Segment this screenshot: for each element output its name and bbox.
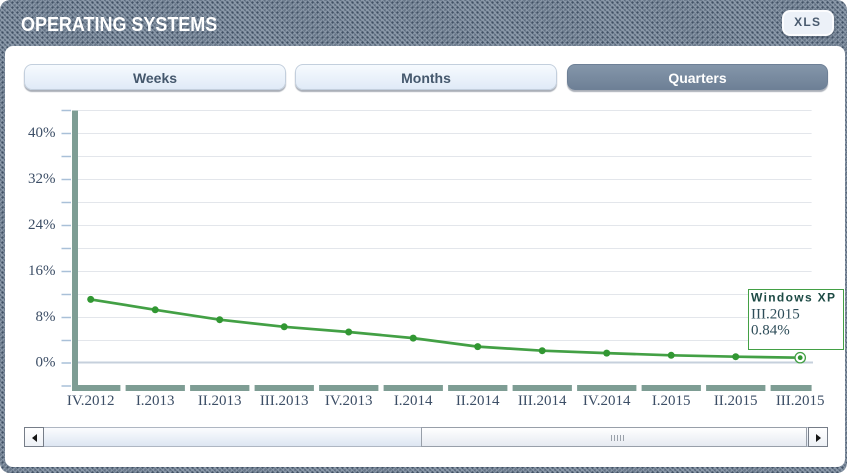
- svg-text:40%: 40%: [28, 125, 56, 141]
- svg-text:I.2013: I.2013: [136, 393, 175, 409]
- svg-text:III.2013: III.2013: [260, 393, 309, 409]
- svg-text:16%: 16%: [28, 263, 56, 279]
- svg-text:I.2014: I.2014: [394, 393, 433, 409]
- svg-text:II.2015: II.2015: [714, 393, 758, 409]
- svg-text:0.84%: 0.84%: [751, 323, 790, 339]
- svg-text:24%: 24%: [28, 217, 56, 233]
- svg-text:I.2015: I.2015: [652, 393, 691, 409]
- svg-text:III.2014: III.2014: [518, 393, 567, 409]
- svg-text:0%: 0%: [36, 355, 56, 371]
- svg-text:Windows XP: Windows XP: [751, 291, 836, 305]
- svg-text:32%: 32%: [28, 171, 56, 187]
- svg-text:III.2015: III.2015: [776, 393, 825, 409]
- svg-text:II.2013: II.2013: [198, 393, 242, 409]
- svg-text:IV.2013: IV.2013: [325, 393, 373, 409]
- svg-text:IV.2014: IV.2014: [583, 393, 631, 409]
- svg-text:II.2014: II.2014: [456, 393, 500, 409]
- svg-text:8%: 8%: [36, 309, 56, 325]
- svg-text:IV.2012: IV.2012: [67, 393, 115, 409]
- svg-text:III.2015: III.2015: [751, 306, 800, 322]
